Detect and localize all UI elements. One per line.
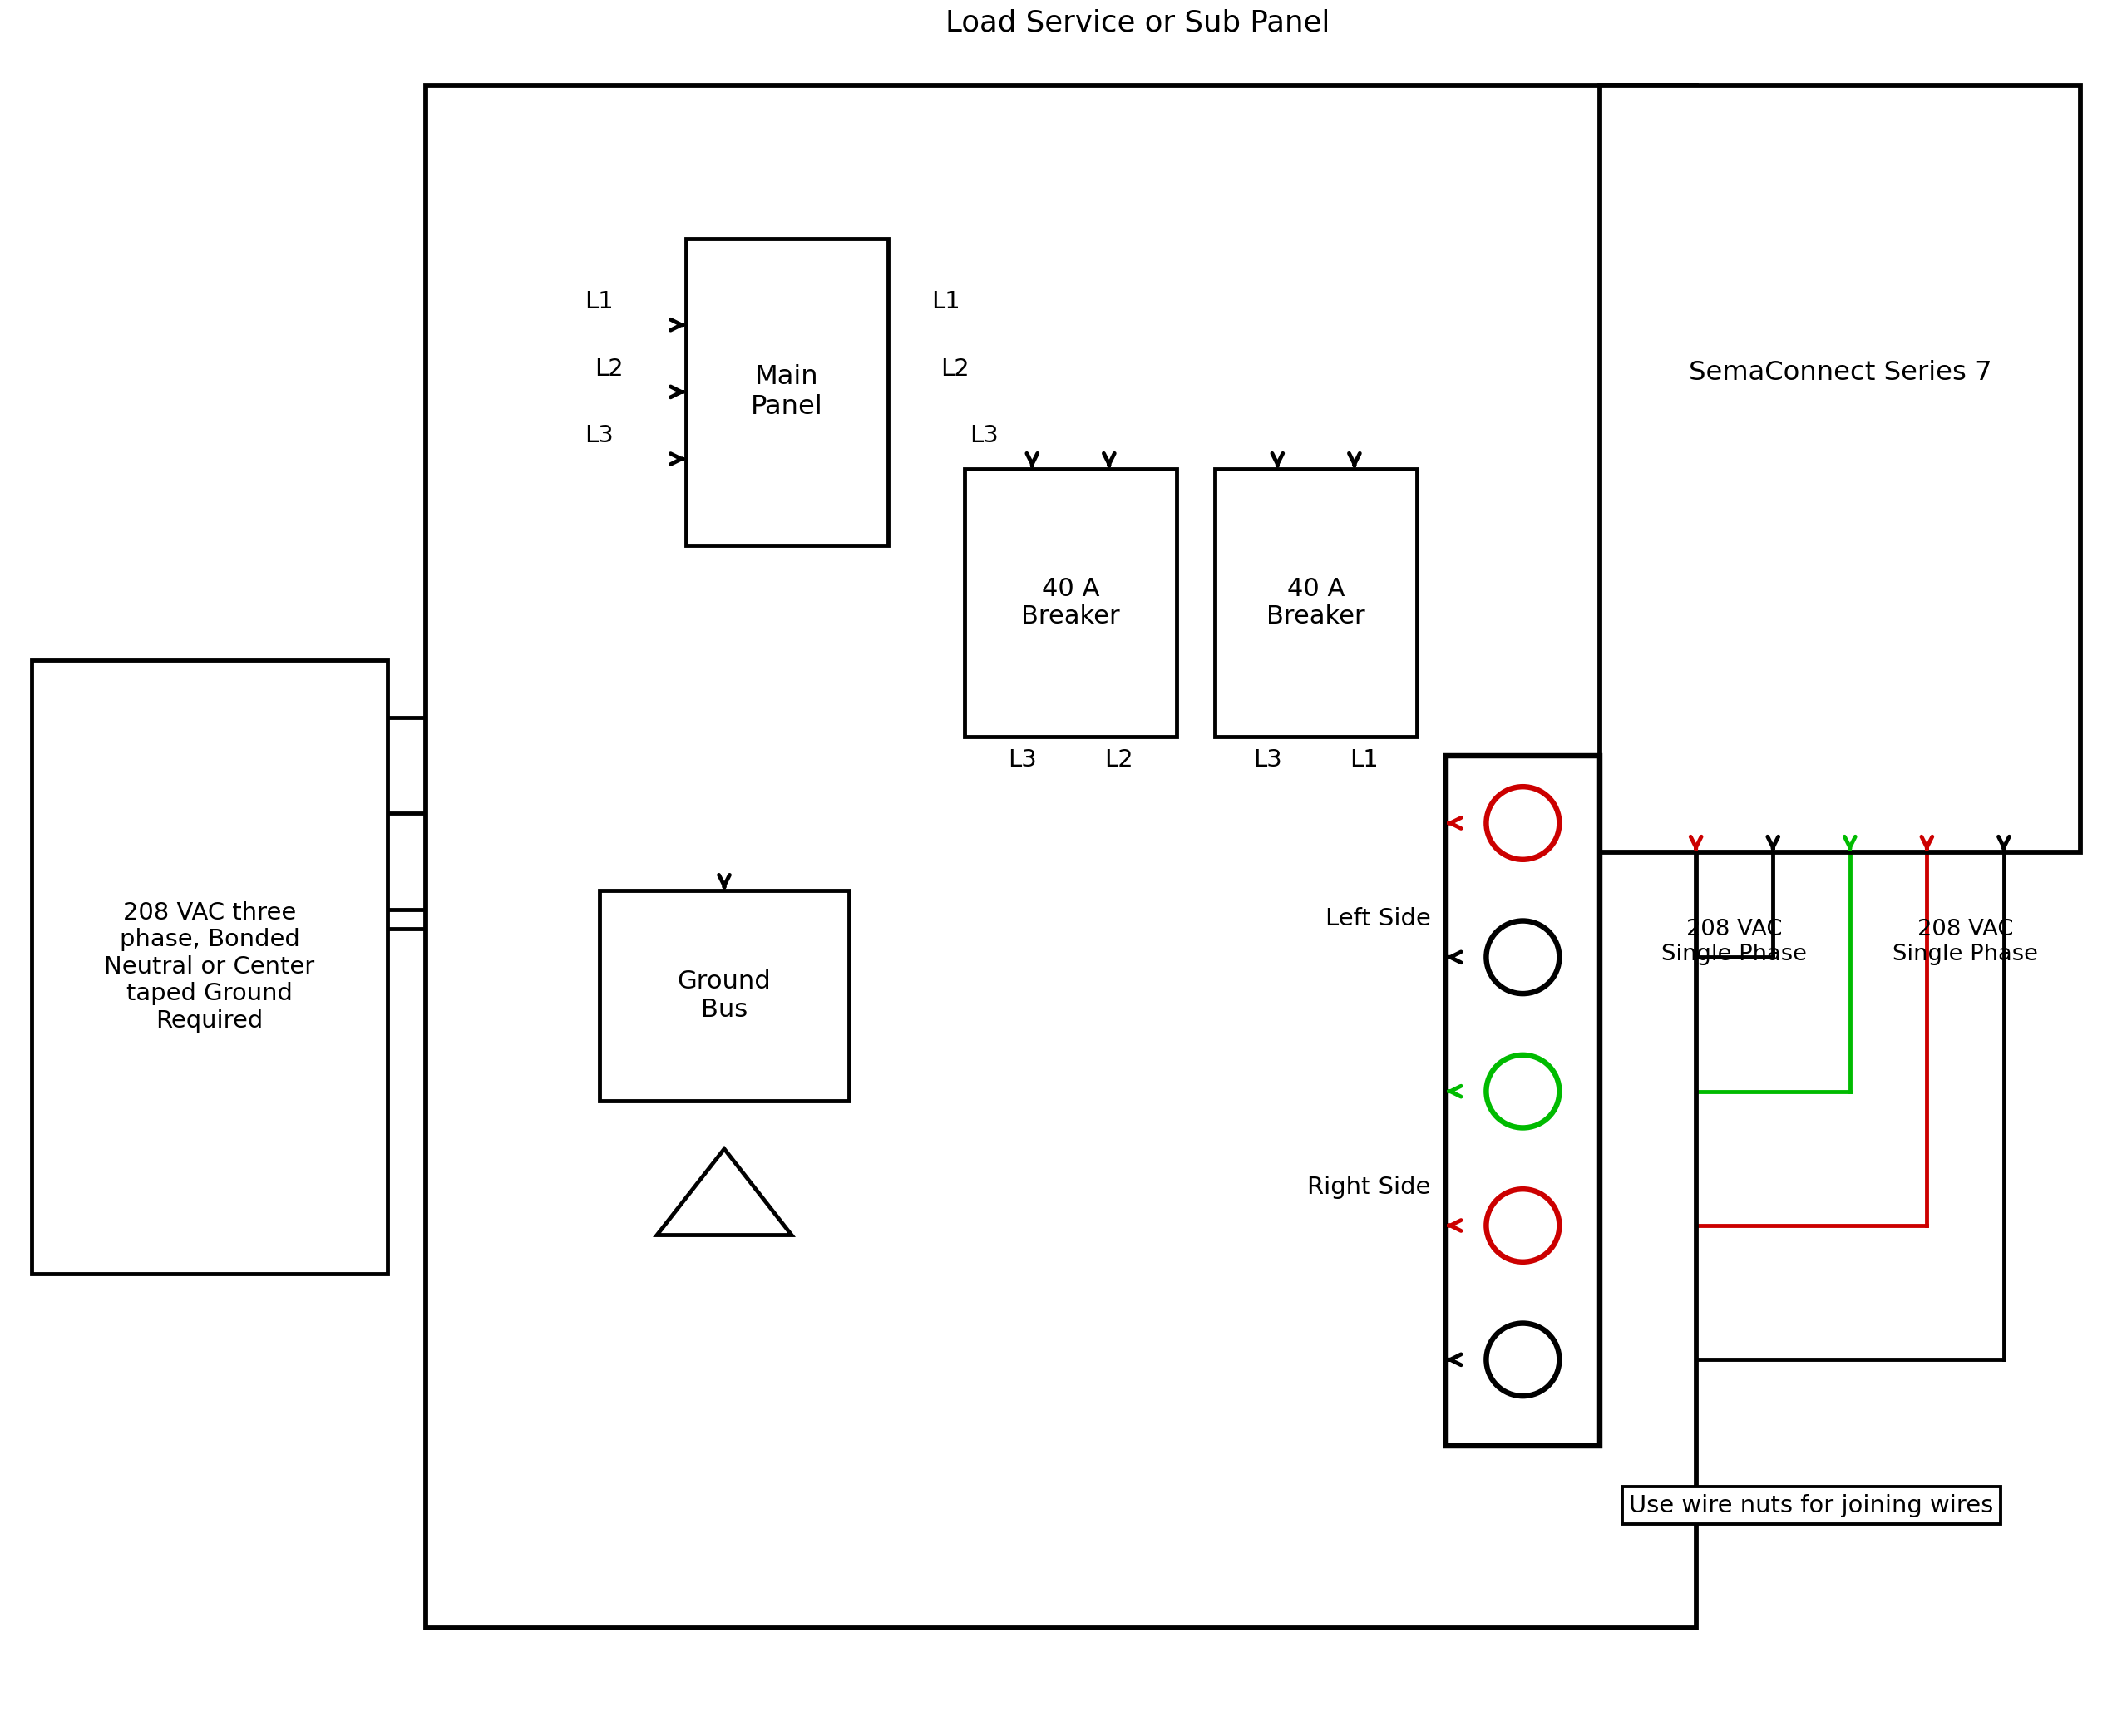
Text: SemaConnect Series 7: SemaConnect Series 7: [1689, 359, 1993, 385]
Text: L2: L2: [1103, 748, 1133, 771]
Bar: [1216, 469, 1417, 736]
Bar: [1445, 755, 1600, 1446]
Text: Load Service or Sub Panel: Load Service or Sub Panel: [946, 9, 1330, 38]
Text: L3: L3: [1008, 748, 1038, 771]
Circle shape: [1485, 1323, 1560, 1396]
Text: L1: L1: [1350, 748, 1379, 771]
Text: 40 A
Breaker: 40 A Breaker: [1267, 576, 1364, 628]
Circle shape: [1485, 1189, 1560, 1262]
Text: Use wire nuts for joining wires: Use wire nuts for joining wires: [1630, 1493, 1995, 1517]
Text: L3: L3: [970, 424, 999, 448]
Text: 208 VAC three
phase, Bonded
Neutral or Center
taped Ground
Required: 208 VAC three phase, Bonded Neutral or C…: [104, 901, 314, 1033]
Circle shape: [1485, 786, 1560, 859]
Text: L2: L2: [594, 358, 624, 380]
Bar: [966, 469, 1176, 736]
Bar: [598, 891, 849, 1101]
Bar: [685, 238, 887, 545]
Text: Main
Panel: Main Panel: [751, 365, 823, 420]
Text: Left Side: Left Side: [1324, 908, 1430, 930]
Text: L1: L1: [932, 290, 959, 314]
Text: L3: L3: [586, 424, 613, 448]
Text: L3: L3: [1254, 748, 1282, 771]
Circle shape: [1485, 1055, 1560, 1128]
Text: 40 A
Breaker: 40 A Breaker: [1021, 576, 1120, 628]
Text: Ground
Bus: Ground Bus: [677, 969, 770, 1021]
Bar: [1600, 85, 2082, 852]
Bar: [32, 660, 388, 1274]
Text: 208 VAC
Single Phase: 208 VAC Single Phase: [1893, 918, 2037, 965]
Text: 208 VAC
Single Phase: 208 VAC Single Phase: [1662, 918, 1808, 965]
Bar: [427, 85, 1695, 1628]
Text: L2: L2: [940, 358, 970, 380]
Text: Right Side: Right Side: [1307, 1175, 1430, 1200]
Circle shape: [1485, 920, 1560, 993]
Text: L1: L1: [586, 290, 613, 314]
